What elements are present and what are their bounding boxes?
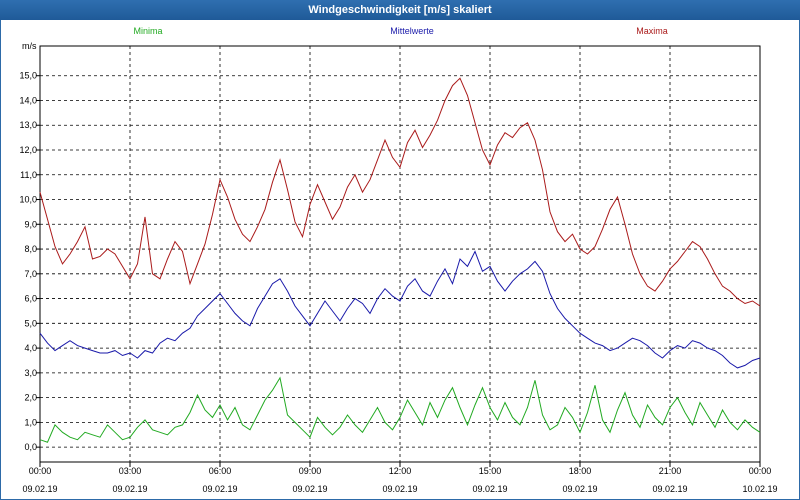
series-line-maxima [39,77,761,307]
y-tick-label: 11,0 [20,170,37,180]
x-tick-date-label: 09.02.19 [652,484,687,494]
legend-maxima: Maxima [636,26,668,36]
series-line-minima [39,376,761,443]
y-tick-label: 12,0 [19,145,37,155]
y-tick-label: 6,0 [24,294,37,304]
y-tick-label: 7,0 [24,269,37,279]
x-tick-date-label: 09.02.19 [202,484,237,494]
x-tick-time-label: 18:00 [569,466,592,476]
y-axis-label: m/s [22,41,37,51]
y-tick-label: 14,0 [19,95,37,105]
x-tick-date-label: 09.02.19 [562,484,597,494]
y-tick-label: 10,0 [19,195,37,205]
x-tick-time-label: 06:00 [209,466,232,476]
x-tick-date-label: 09.02.19 [292,484,327,494]
x-tick-time-label: 21:00 [659,466,682,476]
x-tick-time-label: 00:00 [749,466,772,476]
x-tick-time-label: 03:00 [119,466,142,476]
x-tick-date-label: 10.02.19 [742,484,777,494]
y-tick-label: 4,0 [24,343,37,353]
y-tick-label: 8,0 [24,244,37,254]
y-tick-label: 1,0 [24,417,37,427]
y-tick-label: 9,0 [24,219,37,229]
x-tick-date-label: 09.02.19 [382,484,417,494]
x-tick-date-label: 09.02.19 [112,484,147,494]
window-title: Windgeschwindigkeit [m/s] skaliert [0,0,800,20]
x-tick-time-label: 00:00 [29,466,52,476]
x-tick-date-label: 09.02.19 [472,484,507,494]
y-tick-label: 5,0 [24,318,37,328]
chart-area: Minima Mittelwerte Maxima 0,0 1,0 2,0 3,0 4,0 5… [19,26,777,494]
y-tick-label: 2,0 [24,393,37,403]
y-tick-label: 15,0 [19,71,37,81]
x-tick-date-label: 09.02.19 [22,484,57,494]
y-tick-label: 3,0 [24,368,37,378]
x-tick-time-label: 12:00 [389,466,412,476]
legend-mittelwerte: Mittelwerte [390,26,434,36]
legend-minima: Minima [133,26,162,36]
y-tick-label: 13,0 [19,120,37,130]
x-tick-time-label: 15:00 [479,466,502,476]
x-tick-time-label: 09:00 [299,466,322,476]
y-tick-label: 0,0 [24,442,37,452]
series-line-mittelwerte [39,250,761,369]
